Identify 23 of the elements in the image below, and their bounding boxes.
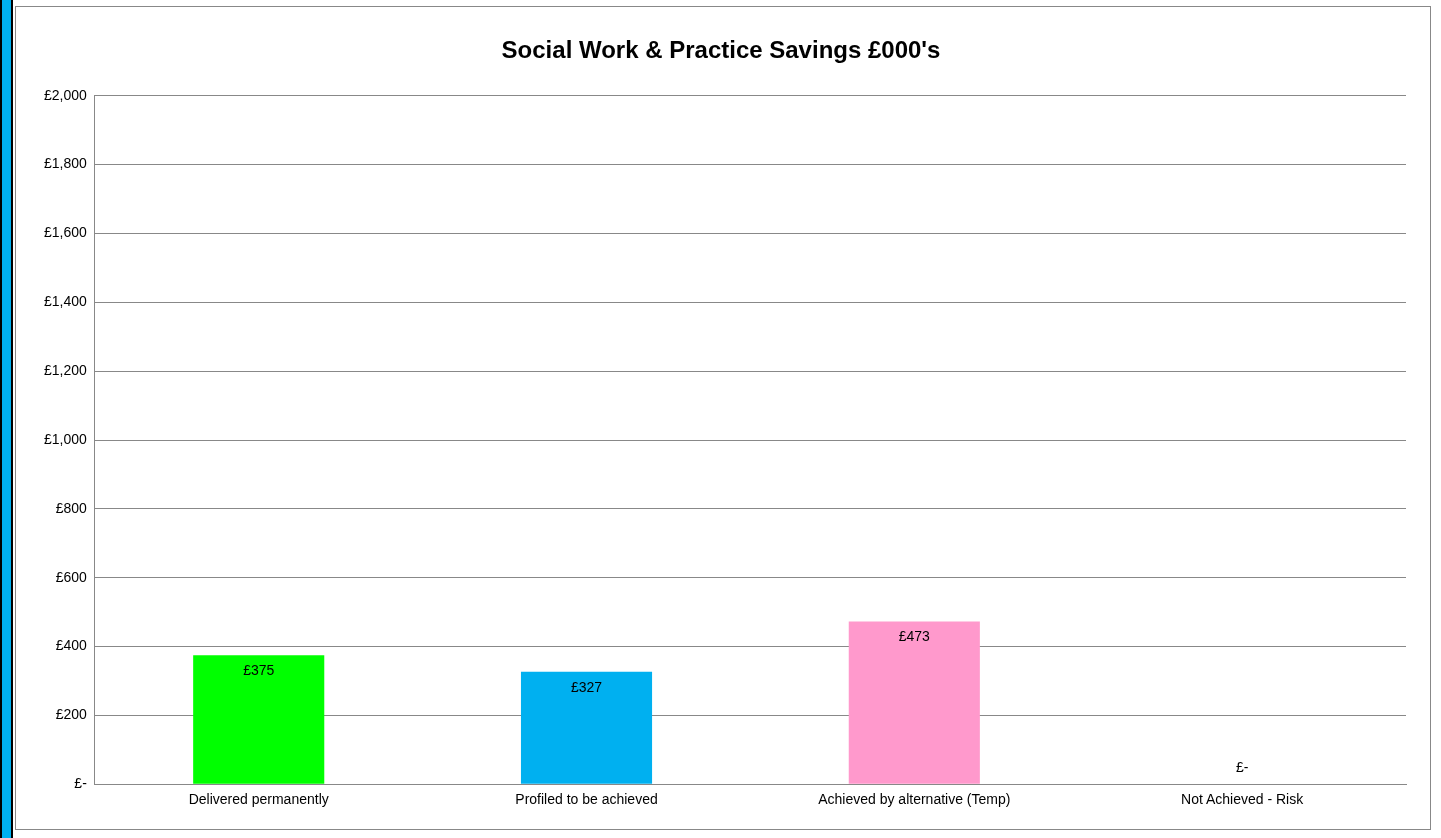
bar <box>520 671 653 784</box>
y-tick-label: £600 <box>55 568 88 585</box>
bar <box>848 621 980 784</box>
y-tick-label: £2,000 <box>43 86 88 103</box>
bar <box>193 655 325 784</box>
x-tick-label: Profiled to be achieved <box>515 791 658 808</box>
x-tick-label: Delivered permanently <box>188 791 329 808</box>
y-tick-label: £1,600 <box>43 224 88 241</box>
y-tick-label: £200 <box>55 706 88 723</box>
data-label: £375 <box>243 661 275 678</box>
data-label: £- <box>1235 759 1249 776</box>
y-tick-label: £1,400 <box>43 293 88 310</box>
y-tick-label: £1,000 <box>43 430 88 447</box>
chart-title: Social Work & Practice Savings £000's <box>501 36 941 64</box>
x-tick-label: Achieved by alternative (Temp) <box>818 791 1011 808</box>
y-tick-label: £800 <box>55 499 88 516</box>
y-tick-label: £- <box>74 775 88 792</box>
data-label: £473 <box>898 628 931 645</box>
y-tick-label: £1,800 <box>43 155 88 172</box>
y-tick-label: £400 <box>55 637 88 654</box>
y-tick-label: £1,200 <box>43 362 88 379</box>
data-label: £327 <box>570 678 603 695</box>
x-tick-label: Not Achieved - Risk <box>1181 791 1305 808</box>
